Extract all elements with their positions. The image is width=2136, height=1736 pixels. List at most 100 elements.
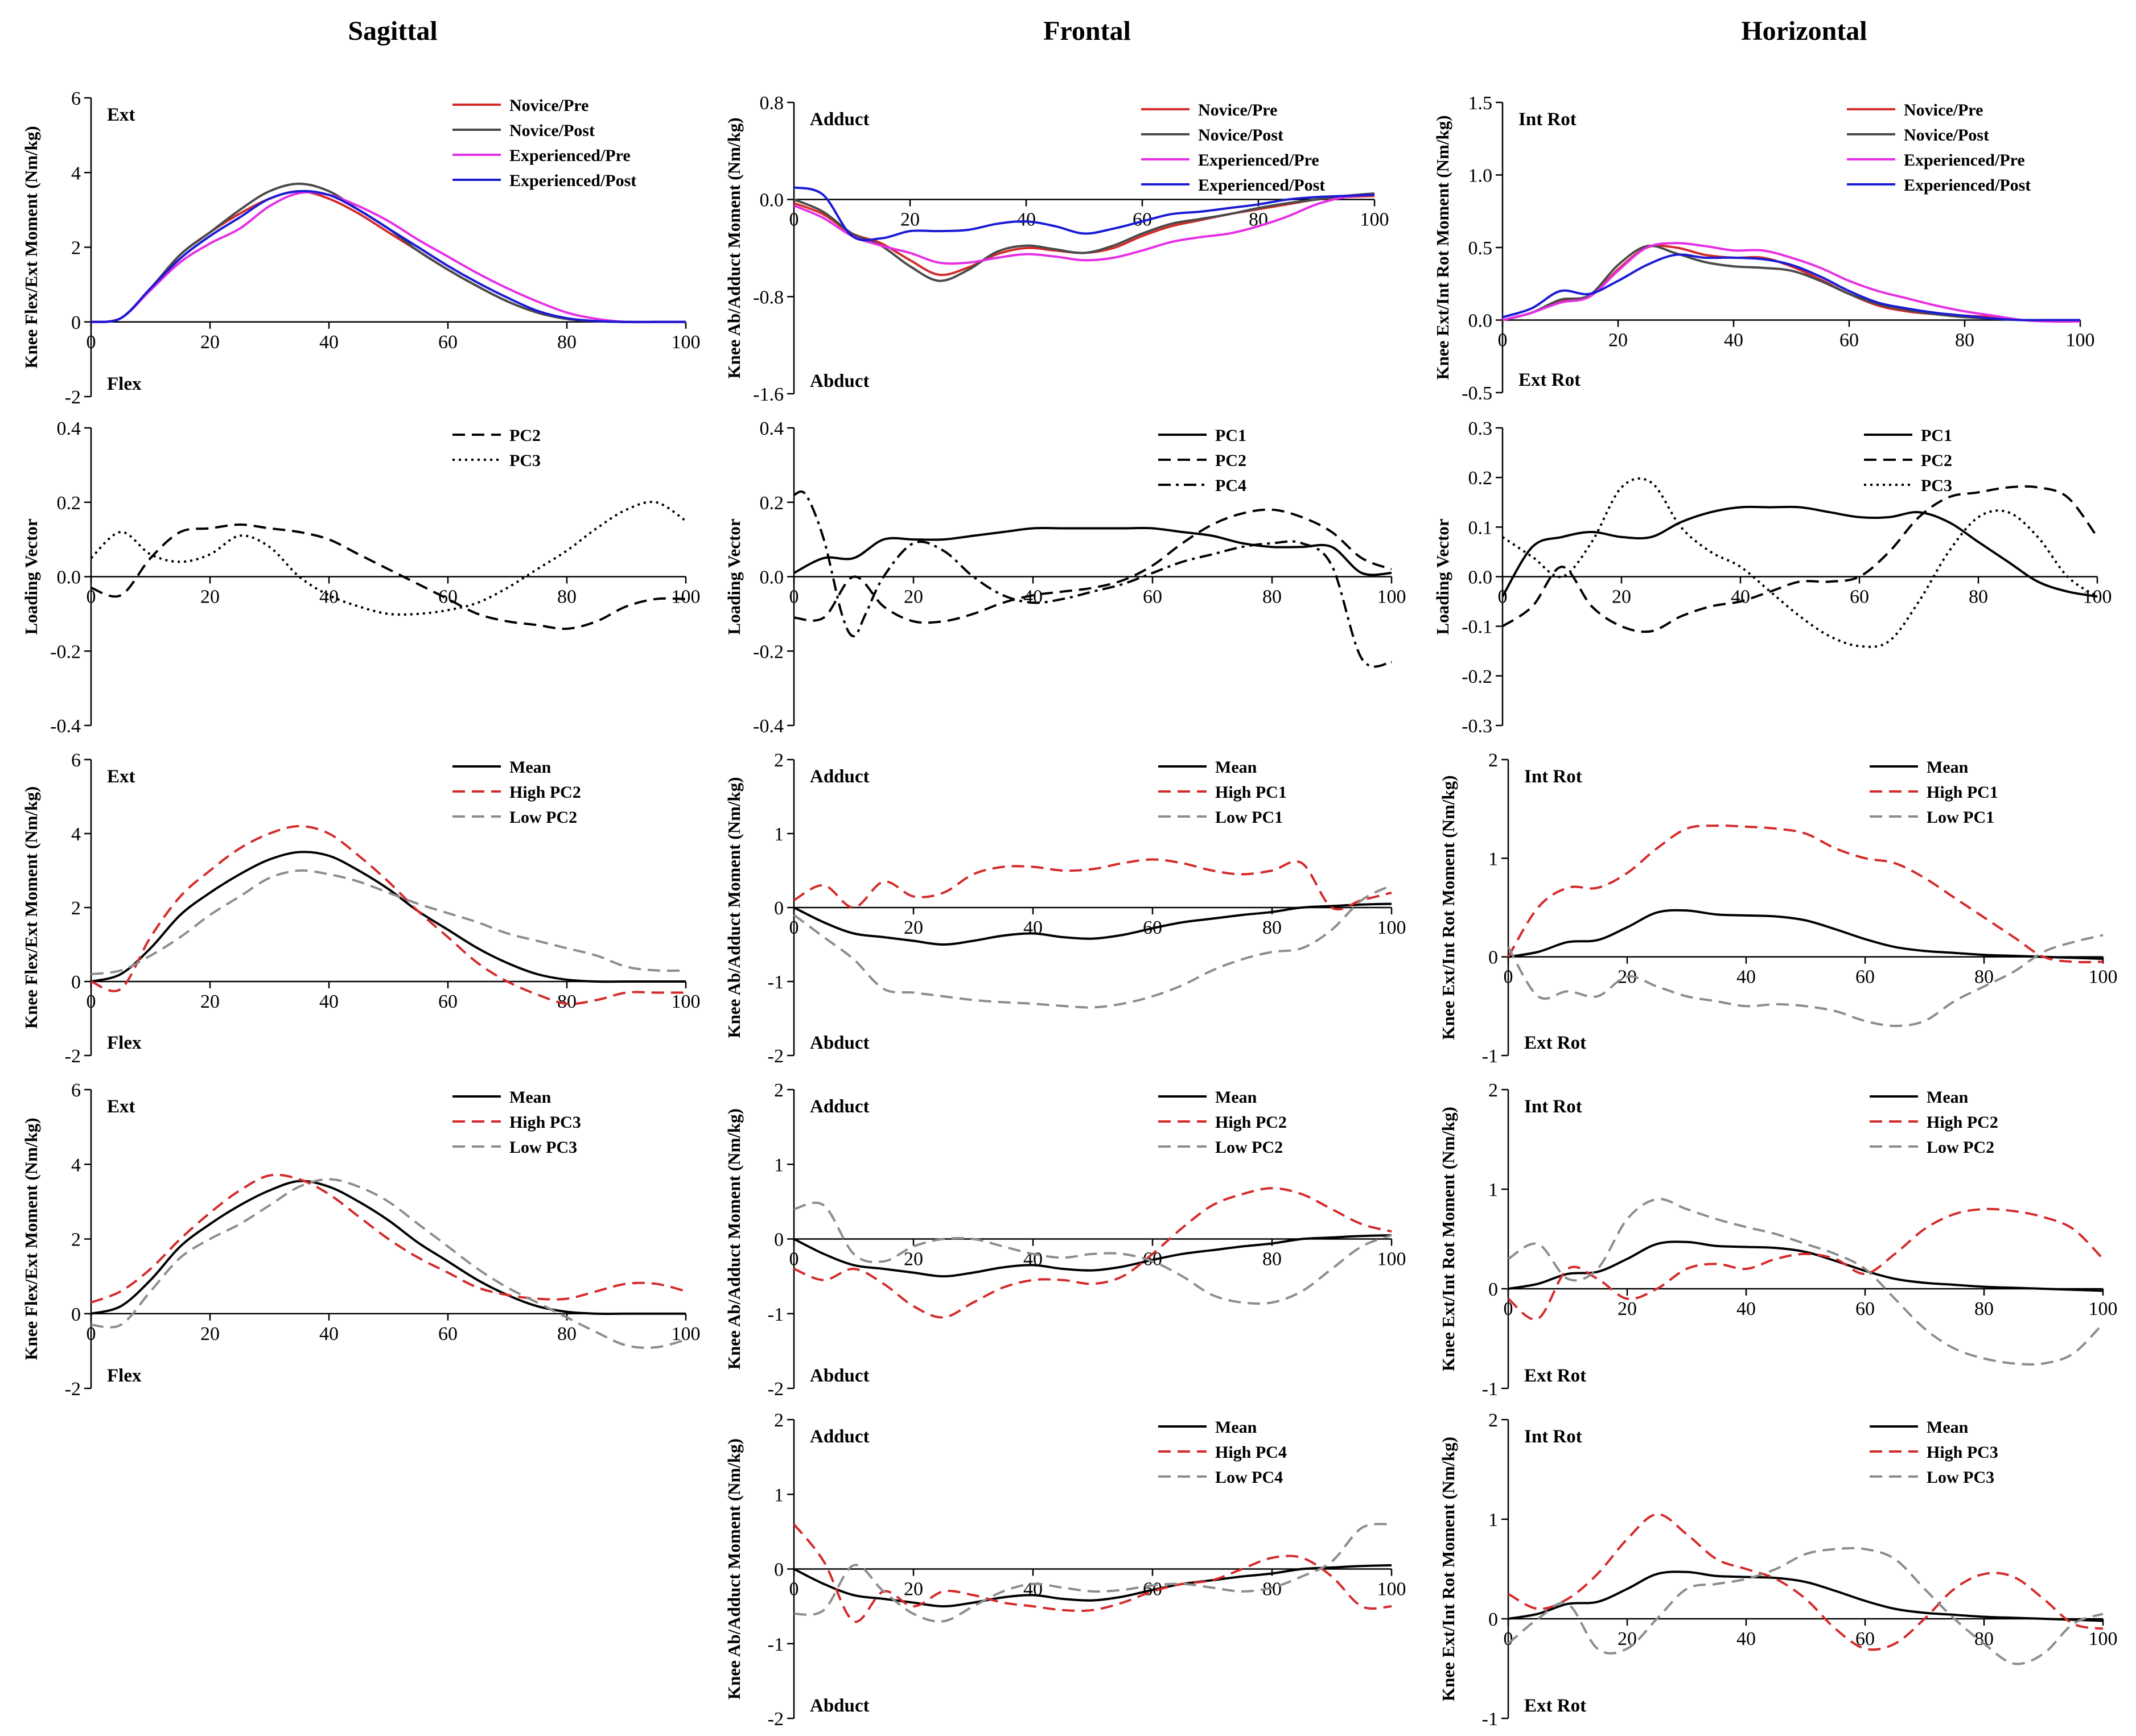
x-tick-label: 0 [789, 917, 799, 938]
direction-label-bottom: Ext Rot [1518, 370, 1581, 390]
y-tick-label: 2 [1488, 750, 1498, 771]
y-tick-label: -0.3 [1462, 716, 1492, 737]
legend-label-pc1: PC1 [1215, 426, 1246, 445]
y-tick-label: 4 [71, 163, 81, 184]
x-tick-label: 80 [1262, 917, 1282, 938]
series-line-low-pc1 [1507, 934, 2104, 1027]
y-tick-label: 0.3 [1468, 418, 1493, 439]
x-tick-label: 40 [1724, 330, 1743, 351]
series-line-novice-post [90, 182, 686, 323]
x-tick-label: 80 [557, 587, 577, 608]
legend-label-high-pc2: High PC2 [1927, 1113, 1998, 1132]
series-line-experienced-pre [1502, 242, 2081, 323]
y-tick-label: -2 [768, 1709, 784, 1730]
x-tick-label: 60 [1143, 587, 1162, 608]
direction-label-top: Ext [107, 766, 135, 787]
x-tick-label: 100 [1377, 917, 1406, 938]
x-tick-label: 60 [1855, 967, 1875, 988]
y-tick-label: 0.4 [760, 418, 784, 439]
legend-label-novice-post: Novice/Post [1904, 126, 1989, 145]
x-tick-label: 0 [87, 587, 96, 608]
series-line-mean [1508, 1570, 2104, 1622]
y-tick-label: 2 [1488, 1080, 1498, 1101]
x-tick-label: 100 [2089, 1298, 2118, 1319]
series-line-low-pc1 [793, 884, 1392, 1009]
legend-label-novice-post: Novice/Post [1198, 126, 1283, 145]
x-tick-label: 0 [789, 587, 799, 608]
y-axis-title: Loading Vector [21, 518, 41, 634]
legend-label-pc1: PC1 [1921, 426, 1952, 445]
y-axis-title: Knee Ext/Int Rot Moment (Nm/kg) [1438, 1437, 1458, 1701]
y-tick-label: -1.6 [753, 384, 784, 405]
series-line-low-pc3 [90, 1178, 686, 1349]
series-line-pc1 [1501, 505, 2098, 598]
y-tick-label: 0.2 [760, 493, 784, 514]
chart-panel-hor-loading: -0.3-0.2-0.10.00.10.20.30 20 40 60 80 100Load… [1433, 418, 2112, 737]
y-tick-label: -0.1 [1462, 617, 1492, 638]
x-tick-label: 20 [904, 1249, 923, 1270]
y-axis-title: Knee Ab/Adduct Moment (Nm/kg) [724, 1438, 744, 1700]
x-tick-label: 100 [672, 587, 701, 608]
series-line-experienced-post [793, 186, 1375, 242]
y-tick-label: 4 [71, 824, 81, 845]
x-tick-label: 0 [1504, 967, 1513, 988]
x-tick-label: 0 [1498, 330, 1508, 351]
x-tick-label: 80 [1262, 587, 1282, 608]
y-axis-title: Knee Flex/Ext Moment (Nm/kg) [21, 786, 41, 1029]
direction-label-top: Adduct [810, 109, 870, 130]
x-tick-label: 40 [1736, 1298, 1756, 1319]
x-tick-label: 0 [87, 1323, 96, 1345]
legend-label-high-pc2: High PC2 [1215, 1113, 1287, 1132]
legend-label-novice-post: Novice/Post [509, 121, 595, 140]
x-tick-label: 20 [1618, 1298, 1637, 1319]
legend-label-novice-pre: Novice/Pre [509, 96, 588, 115]
x-tick-label: 100 [1360, 209, 1389, 230]
series-line-low-pc2 [1507, 1198, 2104, 1366]
series-line-high-pc2 [1507, 1207, 2104, 1321]
y-tick-label: 0.8 [760, 93, 784, 114]
x-tick-label: 20 [200, 991, 220, 1012]
direction-label-top: Int Rot [1518, 109, 1577, 130]
legend-label-high-pc3: High PC3 [509, 1113, 581, 1132]
x-tick-label: 0 [87, 332, 96, 353]
x-tick-label: 20 [904, 917, 923, 938]
y-tick-label: 0.1 [1468, 517, 1493, 538]
y-tick-label: -0.5 [1462, 383, 1492, 404]
y-tick-label: -1 [768, 1304, 784, 1325]
y-tick-label: 0 [1488, 947, 1498, 968]
y-tick-label: 1.0 [1468, 166, 1493, 187]
y-tick-label: -1 [1482, 1379, 1498, 1400]
legend-label-pc2: PC2 [1215, 451, 1246, 470]
legend-label-novice-pre: Novice/Pre [1904, 101, 1983, 119]
x-tick-label: 80 [557, 332, 577, 353]
y-tick-label: 0 [1488, 1609, 1498, 1630]
x-tick-label: 80 [1969, 587, 1988, 608]
x-tick-label: 80 [1974, 967, 1994, 988]
direction-label-top: Int Rot [1524, 1096, 1582, 1117]
x-tick-label: 20 [904, 587, 923, 608]
series-line-high-pc1 [1507, 824, 2104, 963]
x-tick-label: 40 [1736, 967, 1756, 988]
y-tick-label: -0.2 [753, 641, 784, 662]
legend-label-pc2: PC2 [509, 426, 541, 445]
y-tick-label: 1 [774, 824, 784, 845]
series-line-mean [793, 1234, 1392, 1278]
direction-label-bottom: Ext Rot [1524, 1366, 1586, 1386]
x-tick-label: 20 [1618, 1628, 1637, 1650]
x-tick-label: 20 [904, 1579, 923, 1600]
direction-label-top: Int Rot [1524, 1426, 1582, 1447]
y-axis-title: Knee Flex/Ext Moment (Nm/kg) [21, 126, 41, 368]
series-line-high-pc1 [793, 858, 1392, 911]
direction-label-bottom: Abduct [810, 1366, 870, 1386]
y-tick-label: -1 [768, 972, 784, 993]
y-tick-label: -2 [65, 387, 81, 408]
direction-label-bottom: Flex [107, 1033, 142, 1053]
x-tick-label: 20 [1608, 330, 1628, 351]
x-tick-label: 100 [2083, 587, 2112, 608]
x-tick-label: 40 [319, 587, 339, 608]
